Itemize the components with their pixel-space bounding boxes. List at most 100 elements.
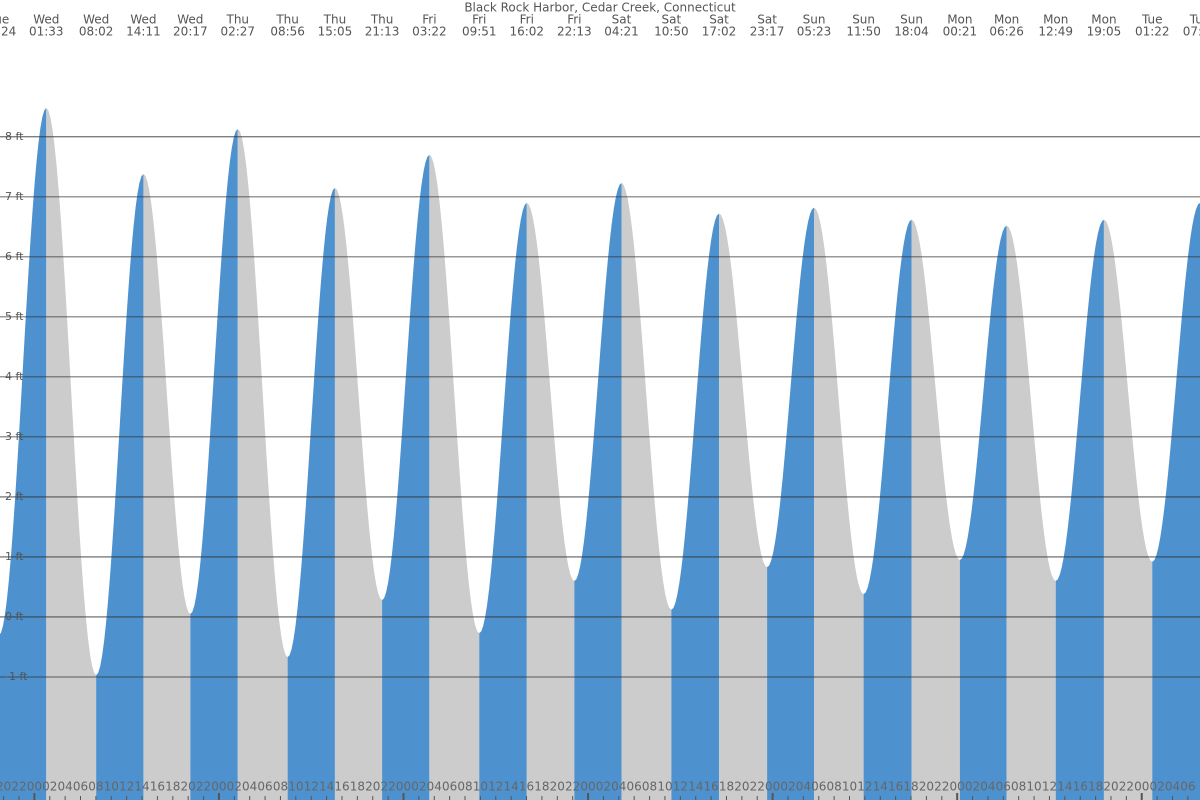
- rising-area: [671, 213, 720, 800]
- hour-label: 04: [980, 780, 995, 794]
- hour-label: 02: [965, 780, 980, 794]
- hour-label: 16: [703, 780, 718, 794]
- hour-label: 20: [734, 780, 749, 794]
- rising-area: [1055, 219, 1104, 800]
- hour-label: 22: [11, 780, 26, 794]
- y-tick-label: 6 ft: [5, 250, 24, 263]
- hour-label: 14: [134, 780, 149, 794]
- falling-area: [1006, 225, 1056, 800]
- y-tick-label: 0 ft: [5, 610, 24, 623]
- chart-title: Black Rock Harbor, Cedar Creek, Connecti…: [464, 1, 736, 15]
- hour-label: 18: [903, 780, 918, 794]
- hour-label: 22: [1119, 780, 1134, 794]
- rising-area: [479, 202, 527, 800]
- rising-area: [190, 129, 238, 800]
- hour-label: 20: [1103, 780, 1118, 794]
- event-day: Sat: [757, 13, 777, 27]
- event-day: Fri: [567, 13, 581, 27]
- falling-area: [334, 187, 383, 800]
- falling-area: [814, 207, 864, 800]
- falling-area: [526, 202, 575, 800]
- event-day: Fri: [422, 13, 436, 27]
- hour-label: 16: [519, 780, 534, 794]
- hour-label: 12: [673, 780, 688, 794]
- hour-label: 06: [996, 780, 1011, 794]
- rising-area: [959, 225, 1007, 800]
- event-day: Sun: [900, 13, 923, 27]
- falling-area: [237, 129, 288, 800]
- hour-label: 02: [227, 780, 242, 794]
- hour-label: 22: [750, 780, 765, 794]
- hour-label: 22: [565, 780, 580, 794]
- event-time: 17:02: [702, 25, 737, 39]
- event-time: 14:11: [126, 25, 161, 39]
- hour-label: 10: [842, 780, 857, 794]
- event-time: 12:49: [1038, 25, 1073, 39]
- event-time: 19:05: [1087, 25, 1122, 39]
- rising-area: [1152, 202, 1200, 800]
- hour-label: 00: [211, 780, 226, 794]
- hour-label: 12: [119, 780, 134, 794]
- hour-label: 04: [57, 780, 72, 794]
- hour-label: 18: [165, 780, 180, 794]
- y-tick-label: 2 ft: [5, 490, 24, 503]
- hour-label: 08: [642, 780, 657, 794]
- hour-label: 00: [1134, 780, 1149, 794]
- event-time: 08:56: [270, 25, 305, 39]
- hour-label: 06: [73, 780, 88, 794]
- hour-label: 10: [657, 780, 672, 794]
- hour-label: 18: [534, 780, 549, 794]
- hour-label: 22: [934, 780, 949, 794]
- hour-label: 08: [826, 780, 841, 794]
- event-day: Sat: [662, 13, 682, 27]
- hour-label: 06: [811, 780, 826, 794]
- hour-label: 06: [1180, 780, 1195, 794]
- rising-area: [574, 183, 622, 800]
- hour-label: 16: [334, 780, 349, 794]
- event-day: Fri: [520, 13, 534, 27]
- event-day: Thu: [323, 13, 347, 27]
- rising-area: [287, 187, 335, 800]
- y-tick-label: 1 ft: [5, 550, 24, 563]
- y-tick-label: 8 ft: [5, 130, 24, 143]
- event-day: Tue: [1189, 13, 1200, 27]
- event-time: 03:22: [412, 25, 447, 39]
- event-time: 18:04: [894, 25, 929, 39]
- hour-label: 20: [550, 780, 565, 794]
- hour-label: 18: [350, 780, 365, 794]
- hour-label: 16: [1073, 780, 1088, 794]
- hour-label: 00: [580, 780, 595, 794]
- event-time: 10:50: [654, 25, 689, 39]
- event-day: Tue: [0, 13, 9, 27]
- hour-label: 02: [42, 780, 57, 794]
- rising-area: [863, 219, 912, 800]
- event-day: Thu: [370, 13, 394, 27]
- event-day: Wed: [130, 13, 156, 27]
- hour-label: 18: [1088, 780, 1103, 794]
- y-tick-label: 3 ft: [5, 430, 24, 443]
- hour-label: 06: [627, 780, 642, 794]
- event-time: 21:13: [365, 25, 400, 39]
- hour-label: 08: [273, 780, 288, 794]
- event-day: Thu: [226, 13, 250, 27]
- event-day: Wed: [177, 13, 203, 27]
- y-tick-label: 7 ft: [5, 190, 24, 203]
- falling-area: [911, 219, 960, 800]
- event-day: Mon: [1043, 13, 1068, 27]
- event-time: 23:17: [750, 25, 785, 39]
- hour-label: 04: [611, 780, 626, 794]
- event-time: 04:21: [604, 25, 639, 39]
- event-day: Wed: [83, 13, 109, 27]
- hour-label: 08: [88, 780, 103, 794]
- falling-area: [621, 183, 672, 800]
- hour-label: 22: [196, 780, 211, 794]
- event-time: 06:26: [989, 25, 1024, 39]
- hour-label: 02: [1149, 780, 1164, 794]
- event-day: Sun: [852, 13, 875, 27]
- event-time: 09:51: [462, 25, 497, 39]
- hour-label: 06: [442, 780, 457, 794]
- event-time: 01:22: [1135, 25, 1170, 39]
- hour-label: 02: [596, 780, 611, 794]
- hour-label: 20: [919, 780, 934, 794]
